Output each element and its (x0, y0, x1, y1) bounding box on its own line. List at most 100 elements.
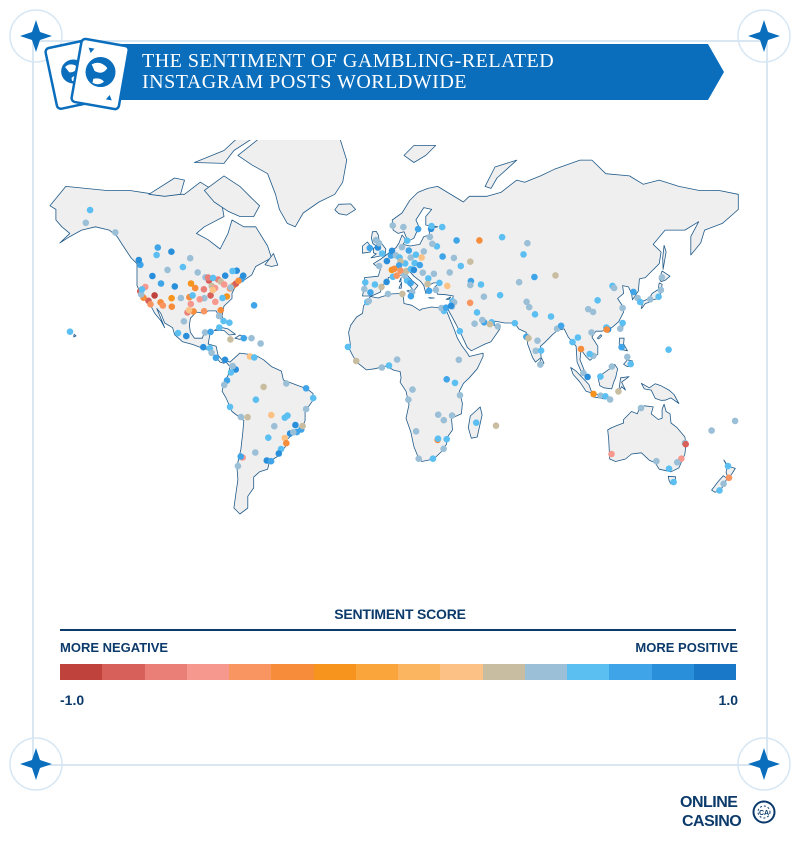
legend-negative-label: MORE NEGATIVE (60, 640, 169, 655)
sentiment-point (309, 394, 317, 402)
sentiment-point (450, 254, 458, 262)
logo-text-casino: CASINO (682, 813, 742, 830)
sentiment-point (151, 292, 158, 299)
sentiment-point (66, 328, 74, 335)
sentiment-point (455, 356, 463, 364)
sentiment-point (577, 345, 585, 353)
sentiment-point (624, 353, 631, 361)
title-line-1: THE SENTIMENT OF GAMBLING-RELATED (142, 50, 555, 72)
sentiment-point (164, 266, 171, 274)
sentiment-point (619, 319, 626, 327)
sentiment-point (647, 296, 654, 303)
sentiment-point (244, 413, 251, 421)
land-hawaii (73, 333, 77, 338)
sentiment-point (399, 290, 406, 298)
sentiment-point (472, 419, 480, 427)
sentiment-point (424, 280, 431, 288)
legend-max-value: 1.0 (718, 692, 738, 708)
legend-swatch-10 (440, 664, 483, 680)
sentiment-point (411, 259, 419, 267)
sentiment-point (217, 306, 224, 314)
sentiment-point (112, 229, 119, 236)
sentiment-point (476, 237, 483, 244)
sentiment-point (434, 435, 442, 443)
sentiment-point (283, 439, 290, 447)
legend-title: SENTIMENT SCORE (334, 606, 466, 622)
sentiment-point (366, 244, 374, 252)
sentiment-point (220, 281, 228, 288)
sentiment-point (405, 396, 412, 404)
sentiment-point (227, 336, 234, 343)
sentiment-point (219, 294, 226, 302)
sentiment-point (438, 223, 446, 231)
sentiment-point (135, 256, 143, 264)
sentiment-point (523, 298, 530, 306)
sentiment-point (234, 462, 242, 470)
corner-ornament-top-left (9, 9, 63, 63)
sentiment-point (479, 316, 486, 324)
sentiment-point (208, 349, 215, 357)
sentiment-point (443, 435, 451, 443)
sentiment-point (268, 411, 275, 419)
sentiment-point (532, 347, 539, 355)
sentiment-point (383, 278, 390, 286)
legend-positive-label: MORE POSITIVE (635, 640, 738, 655)
sentiment-point (215, 312, 223, 320)
sentiment-point (442, 304, 450, 311)
sentiment-point (594, 297, 601, 304)
sentiment-point (227, 284, 235, 291)
sentiment-point (443, 376, 451, 383)
sentiment-point (597, 392, 604, 399)
sentiment-point (511, 319, 519, 327)
sentiment-point (393, 272, 401, 279)
sentiment-point (153, 251, 160, 259)
legend-swatch-16 (693, 664, 736, 680)
sentiment-point (221, 272, 229, 279)
sentiment-point (412, 251, 420, 258)
sentiment-point (425, 275, 432, 282)
sentiment-point (477, 281, 485, 288)
sentiment-point (444, 282, 451, 290)
sentiment-point (608, 450, 615, 458)
sentiment-point (220, 381, 228, 389)
sentiment-point (189, 292, 196, 299)
sentiment-point (438, 304, 445, 312)
legend-min-value: -1.0 (60, 692, 85, 708)
sentiment-point (486, 320, 494, 328)
title-line-2: INSTAGRAM POSTS WORLDWIDE (142, 71, 467, 93)
sentiment-point (398, 243, 406, 251)
legend-swatch-5 (229, 664, 272, 680)
sentiment-point (606, 396, 614, 403)
sentiment-point (384, 290, 392, 298)
sentiment-point (226, 319, 233, 326)
sentiment-point (82, 219, 90, 227)
sentiment-point (440, 445, 447, 453)
sentiment-point (515, 278, 523, 286)
sentiment-point (457, 262, 465, 270)
sentiment-point (537, 347, 545, 354)
logo-text-online: ONLINE (680, 794, 738, 811)
sentiment-point (525, 303, 533, 311)
sentiment-point (400, 223, 407, 231)
sentiment-point (265, 434, 272, 442)
sentiment-point (221, 356, 229, 364)
sentiment-point (467, 281, 474, 289)
legend-swatch-1 (60, 664, 103, 680)
land-masses (49, 140, 739, 515)
land-sumatra (570, 367, 593, 394)
sentiment-point (378, 250, 386, 257)
sentiment-point (137, 291, 145, 298)
sentiment-point (378, 283, 385, 291)
sentiment-point (138, 286, 146, 293)
sentiment-point (619, 304, 626, 312)
sentiment-point (207, 328, 214, 336)
sentiment-point (187, 280, 195, 287)
sentiment-point (267, 457, 275, 465)
sentiment-point (186, 254, 194, 262)
sentiment-point (446, 269, 454, 276)
logo-chip-icon: CA (752, 800, 776, 824)
sentiment-point (419, 269, 427, 276)
sentiment-point (524, 239, 531, 247)
sentiment-point (708, 427, 715, 434)
sentiment-point (434, 411, 442, 419)
